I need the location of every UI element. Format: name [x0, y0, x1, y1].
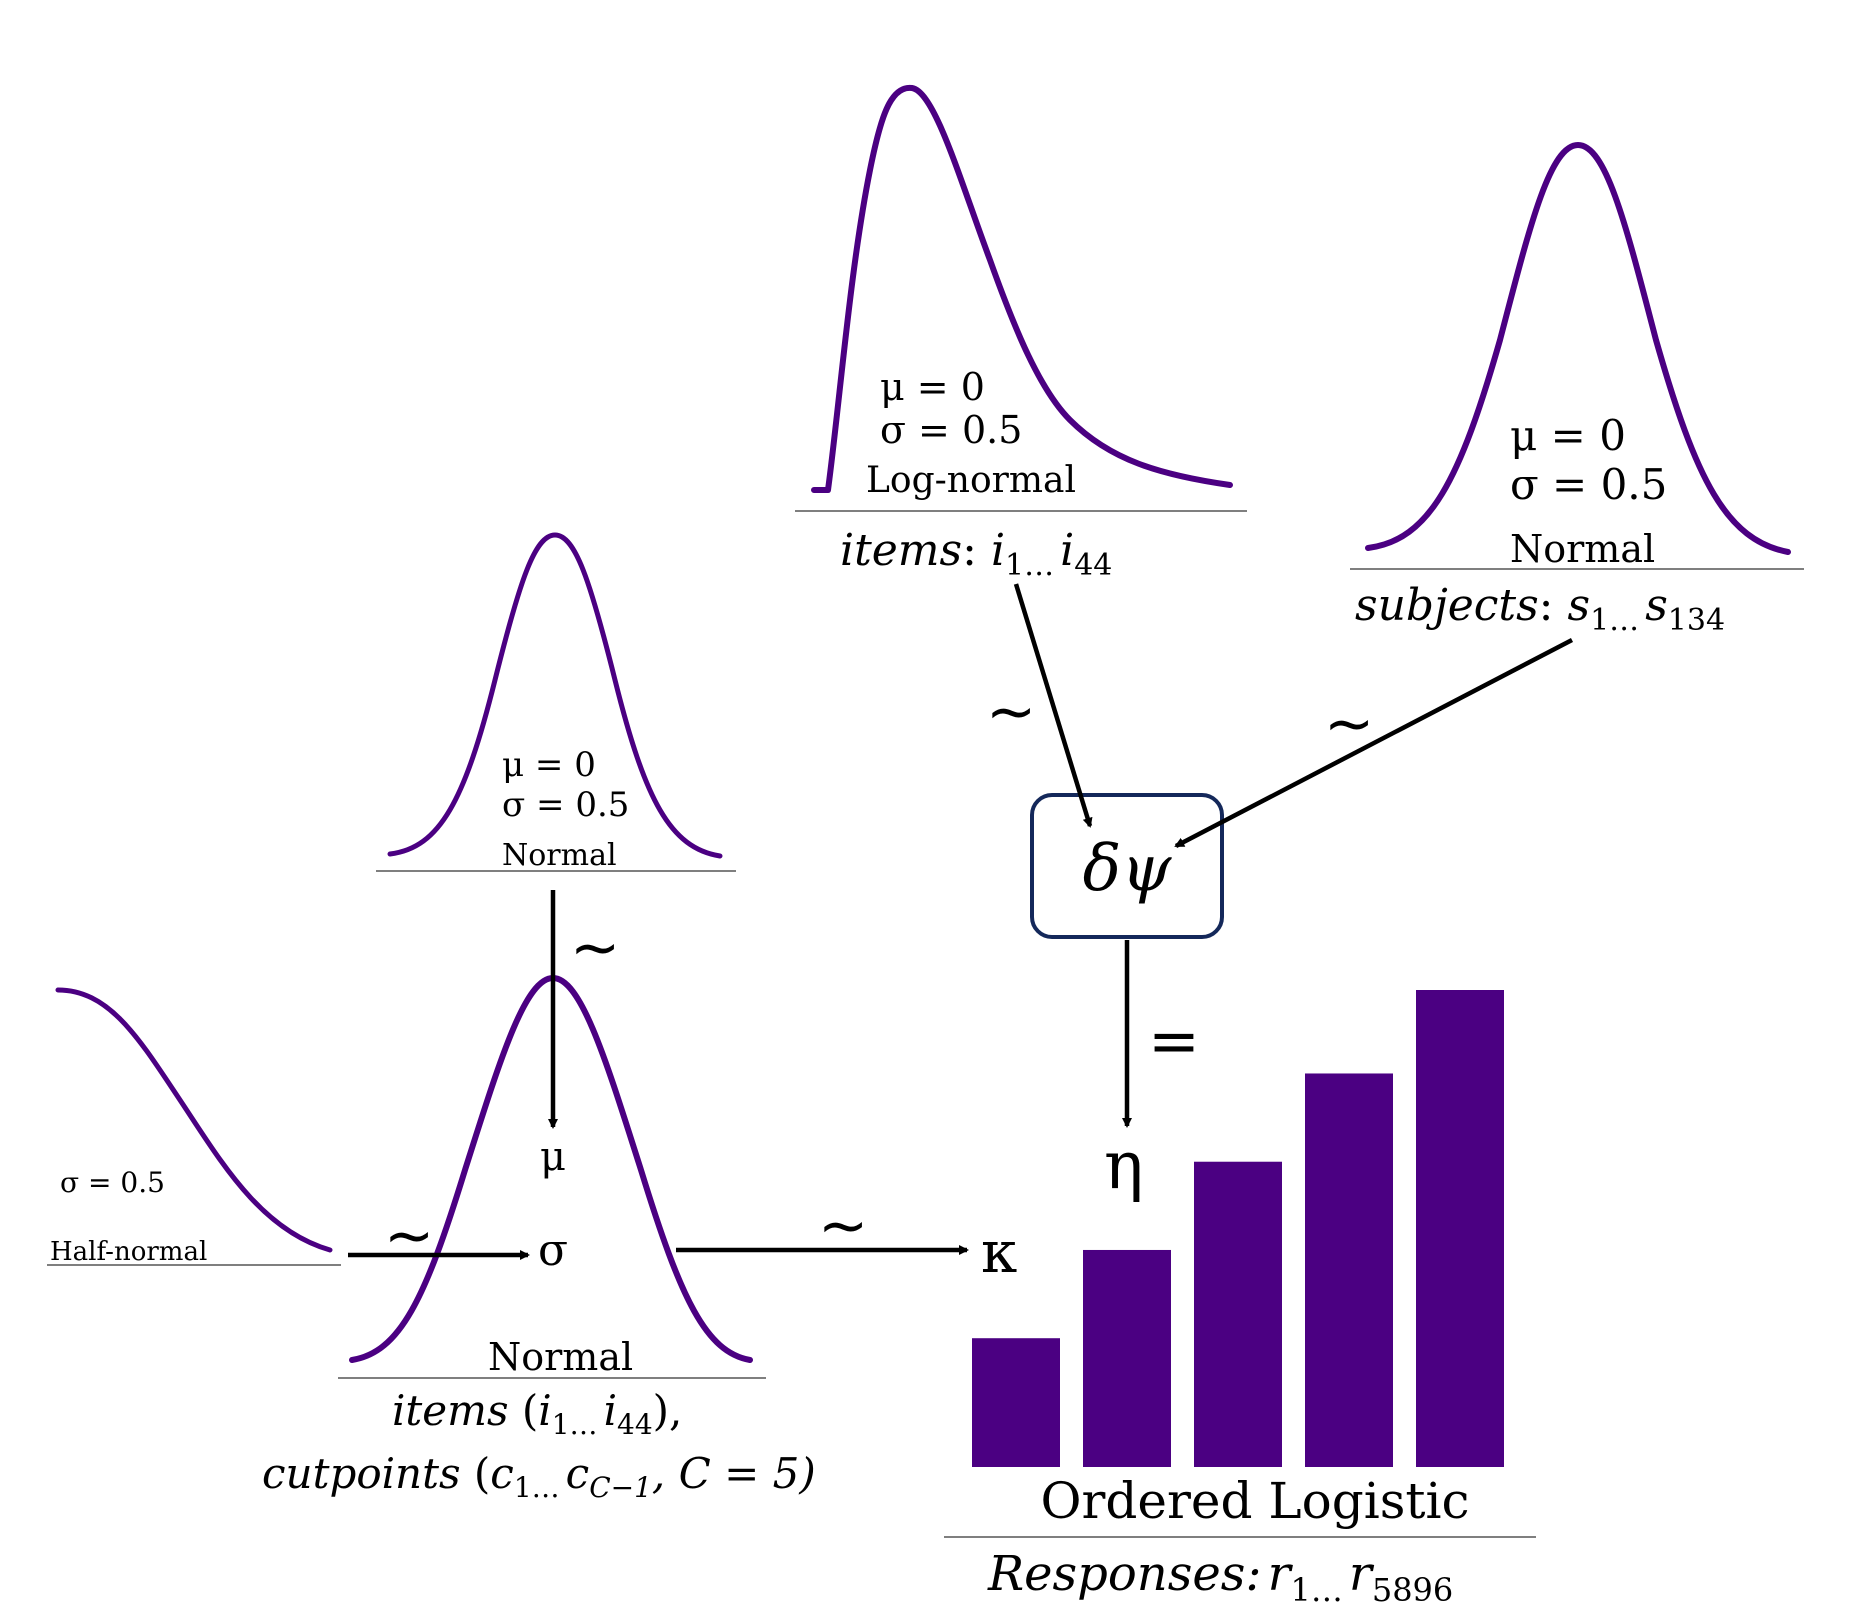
cutpoint-line2-open: ( — [461, 1449, 491, 1498]
tilde-items: ~ — [986, 677, 1036, 747]
delta-psi-label: δψ — [1083, 832, 1173, 906]
items-colon: : — [962, 525, 977, 576]
cutpoint-line1-word: items — [392, 1386, 509, 1435]
kappa-symbol: κ — [981, 1218, 1017, 1286]
cutpoint-line1-sub-1: 1… — [552, 1408, 598, 1441]
cutpoint-line1-var-1: i — [538, 1386, 551, 1435]
half-normal-sigma-label: σ = 0.5 — [60, 1166, 165, 1199]
response-category-bar-5 — [1416, 990, 1504, 1467]
responses-word: Responses: — [987, 1546, 1262, 1602]
lognormal-mu-label: μ = 0 — [880, 365, 985, 409]
cutpoint-mu-symbol: μ — [540, 1134, 566, 1180]
cutpoint-line1-sub-2: 44 — [617, 1408, 653, 1441]
mu-prior-group: μ = 0 σ = 0.5 Normal — [376, 532, 736, 873]
subject-mu-label: μ = 0 — [1510, 411, 1626, 460]
subjects-colon: : — [1539, 580, 1554, 631]
mu-prior-sigma-label: σ = 0.5 — [502, 785, 629, 825]
response-category-bar-3 — [1194, 1161, 1282, 1467]
ordered-logistic-bars — [972, 990, 1504, 1467]
arrows — [348, 583, 1574, 1260]
mu-prior-dist-label: Normal — [502, 838, 617, 873]
cutpoint-line2-close: ) — [798, 1449, 815, 1498]
responses-sub-1: 1… — [1291, 1571, 1343, 1609]
cutpoint-label-line2: cutpoints (c1… cC−1, C = 5) — [262, 1449, 816, 1504]
delta-psi-box — [1030, 793, 1224, 939]
cutpoint-line2-sub-1: 1… — [514, 1471, 560, 1504]
items-sub-1: 1… — [1005, 548, 1054, 583]
cutpoint-prior-group: μ σ Normal items (i1… i44), cutpoints (c1… — [262, 975, 816, 1504]
items-word: items — [840, 525, 962, 576]
delta-psi-group: δψ — [1030, 793, 1224, 939]
mu-prior-normal-curve — [387, 532, 723, 859]
equals-sign: = — [1148, 1004, 1200, 1077]
lognormal-dist-label: Log-normal — [866, 460, 1076, 501]
tilde-kappa: ~ — [818, 1191, 868, 1261]
ordered-logistic-label: Ordered Logistic — [1041, 1472, 1470, 1530]
responses-label: Responses: r1… r5896 — [987, 1546, 1453, 1609]
items-var-1: i — [991, 525, 1005, 576]
half-normal-curve — [55, 987, 333, 1253]
responses-var-1: r — [1268, 1546, 1294, 1602]
cutpoint-line2-var-1: c — [490, 1449, 514, 1498]
subject-prior-group: μ = 0 σ = 0.5 Normal subjects: s1… s134 — [1350, 142, 1804, 638]
subjects-var-2: s — [1645, 580, 1668, 631]
items-label: items: i1… i44 — [840, 525, 1112, 583]
lognormal-curve — [811, 84, 1233, 493]
subject-dist-label: Normal — [1510, 527, 1655, 571]
cutpoint-line1-var-2: i — [604, 1386, 617, 1435]
subjects-label: subjects: s1… s134 — [1355, 580, 1725, 638]
lognormal-prior-group: μ = 0 σ = 0.5 Log-normal items: i1… i44 — [795, 84, 1247, 583]
lognormal-sigma-label: σ = 0.5 — [880, 408, 1022, 452]
subjects-word: subjects — [1355, 580, 1539, 631]
cutpoint-line1-close: ), — [653, 1386, 683, 1435]
arrow-items-to-delta-psi — [1013, 583, 1093, 828]
subject-normal-curve — [1365, 142, 1791, 555]
responses-sub-2: 5896 — [1372, 1571, 1453, 1609]
response-category-bar-4 — [1305, 1073, 1393, 1467]
half-normal-dist-label: Half-normal — [50, 1237, 207, 1267]
subjects-sub-1: 1… — [1590, 603, 1639, 638]
subjects-sub-2: 134 — [1668, 603, 1725, 638]
subjects-var-1: s — [1568, 580, 1591, 631]
responses-var-2: r — [1349, 1546, 1375, 1602]
items-sub-2: 44 — [1074, 548, 1112, 583]
items-var-2: i — [1060, 525, 1074, 576]
cutpoint-label-line1: items (i1… i44), — [392, 1386, 682, 1441]
eta-symbol: η — [1104, 1127, 1144, 1204]
cutpoint-line2-rest: , C = 5 — [652, 1449, 799, 1498]
arrow-subjects-to-delta-psi — [1174, 638, 1574, 848]
tilde-sigma: ~ — [384, 1201, 434, 1271]
sigma-prior-group: σ = 0.5 Half-normal — [47, 987, 341, 1267]
mu-prior-mu-label: μ = 0 — [502, 745, 596, 785]
cutpoint-sigma-symbol: σ — [538, 1225, 568, 1276]
subject-sigma-label: σ = 0.5 — [1510, 460, 1667, 509]
cutpoint-line2-var-2: c — [566, 1449, 590, 1498]
response-category-bar-2 — [1083, 1249, 1171, 1467]
cutpoint-line2-word: cutpoints — [262, 1449, 461, 1498]
cutpoint-dist-label: Normal — [488, 1335, 633, 1379]
tilde-mu: ~ — [570, 913, 620, 983]
cutpoint-line2-sub-2: C−1 — [589, 1471, 652, 1504]
response-category-bar-1 — [972, 1338, 1060, 1467]
tilde-subjects: ~ — [1324, 689, 1374, 759]
cutpoint-line1-open: ( — [509, 1386, 539, 1435]
